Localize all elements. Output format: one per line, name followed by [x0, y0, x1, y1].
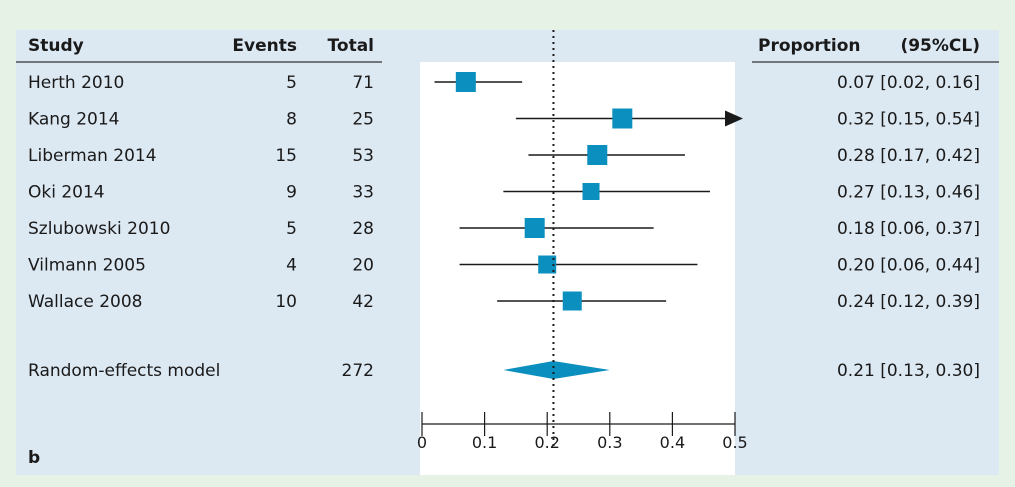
- header-events: Events: [232, 36, 297, 56]
- events-value: 5: [286, 73, 297, 93]
- study-name: Kang 2014: [28, 110, 120, 130]
- summary-total: 272: [342, 361, 374, 381]
- total-value: 53: [352, 146, 374, 166]
- estimate-square: [524, 218, 545, 238]
- events-value: 8: [286, 110, 297, 130]
- column-headers: Study Events Total Proportion (95%CL): [28, 36, 980, 56]
- proportion-ci-value: 0.20 [0.06, 0.44]: [837, 256, 980, 276]
- total-value: 28: [352, 219, 374, 239]
- proportion-ci-value: 0.32 [0.15, 0.54]: [837, 110, 980, 130]
- forest-marks: [434, 30, 743, 446]
- estimate-square: [612, 108, 633, 129]
- study-name: Herth 2010: [28, 73, 124, 93]
- proportion-ci-value: 0.18 [0.06, 0.37]: [837, 219, 980, 239]
- header-study: Study: [28, 36, 84, 56]
- summary-ci-value: 0.21 [0.13, 0.30]: [837, 361, 980, 381]
- study-name: Vilmann 2005: [28, 256, 146, 276]
- proportion-ci-value: 0.07 [0.02, 0.16]: [837, 73, 980, 93]
- proportion-ci-value: 0.27 [0.13, 0.46]: [837, 183, 980, 203]
- total-value: 42: [352, 292, 374, 312]
- x-axis: 0 0.1 0.2 0.3 0.4 0.5: [417, 412, 748, 452]
- total-value: 33: [352, 183, 374, 203]
- study-name: Wallace 2008: [28, 292, 142, 312]
- study-name: Oki 2014: [28, 183, 105, 203]
- panel-label: b: [28, 448, 40, 468]
- events-value: 4: [286, 256, 297, 276]
- proportion-ci-value: 0.24 [0.12, 0.39]: [837, 292, 980, 312]
- estimate-square: [582, 183, 600, 200]
- summary-label: Random-effects model: [28, 361, 220, 381]
- x-tick-label: 0.2: [534, 433, 559, 452]
- total-value: 25: [352, 110, 374, 130]
- events-value: 9: [286, 183, 297, 203]
- header-total: Total: [328, 36, 374, 56]
- estimate-square: [562, 291, 582, 311]
- x-tick-label: 0.5: [722, 433, 747, 452]
- total-value: 71: [352, 73, 374, 93]
- summary-diamond: [503, 361, 610, 379]
- estimate-square: [538, 255, 557, 274]
- events-value: 5: [286, 219, 297, 239]
- header-ci: (95%CL): [900, 36, 980, 56]
- total-value: 20: [352, 256, 374, 276]
- x-tick-label: 0.4: [660, 433, 685, 452]
- events-value: 15: [275, 146, 297, 166]
- estimate-square: [455, 72, 476, 92]
- study-rows: Herth 2010 5 71 0.07 [0.02, 0.16] Kang 2014 8…: [28, 73, 980, 381]
- estimate-square: [587, 145, 608, 165]
- ci-arrow-head: [725, 110, 743, 127]
- x-tick-label: 0.1: [472, 433, 497, 452]
- plot-area: [420, 62, 735, 475]
- proportion-ci-value: 0.28 [0.17, 0.42]: [837, 146, 980, 166]
- study-name: Liberman 2014: [28, 146, 157, 166]
- events-value: 10: [275, 292, 297, 312]
- header-proportion: Proportion: [758, 36, 861, 56]
- study-name: Szlubowski 2010: [28, 219, 170, 239]
- x-tick-label: 0.3: [597, 433, 622, 452]
- x-tick-label: 0: [417, 433, 427, 452]
